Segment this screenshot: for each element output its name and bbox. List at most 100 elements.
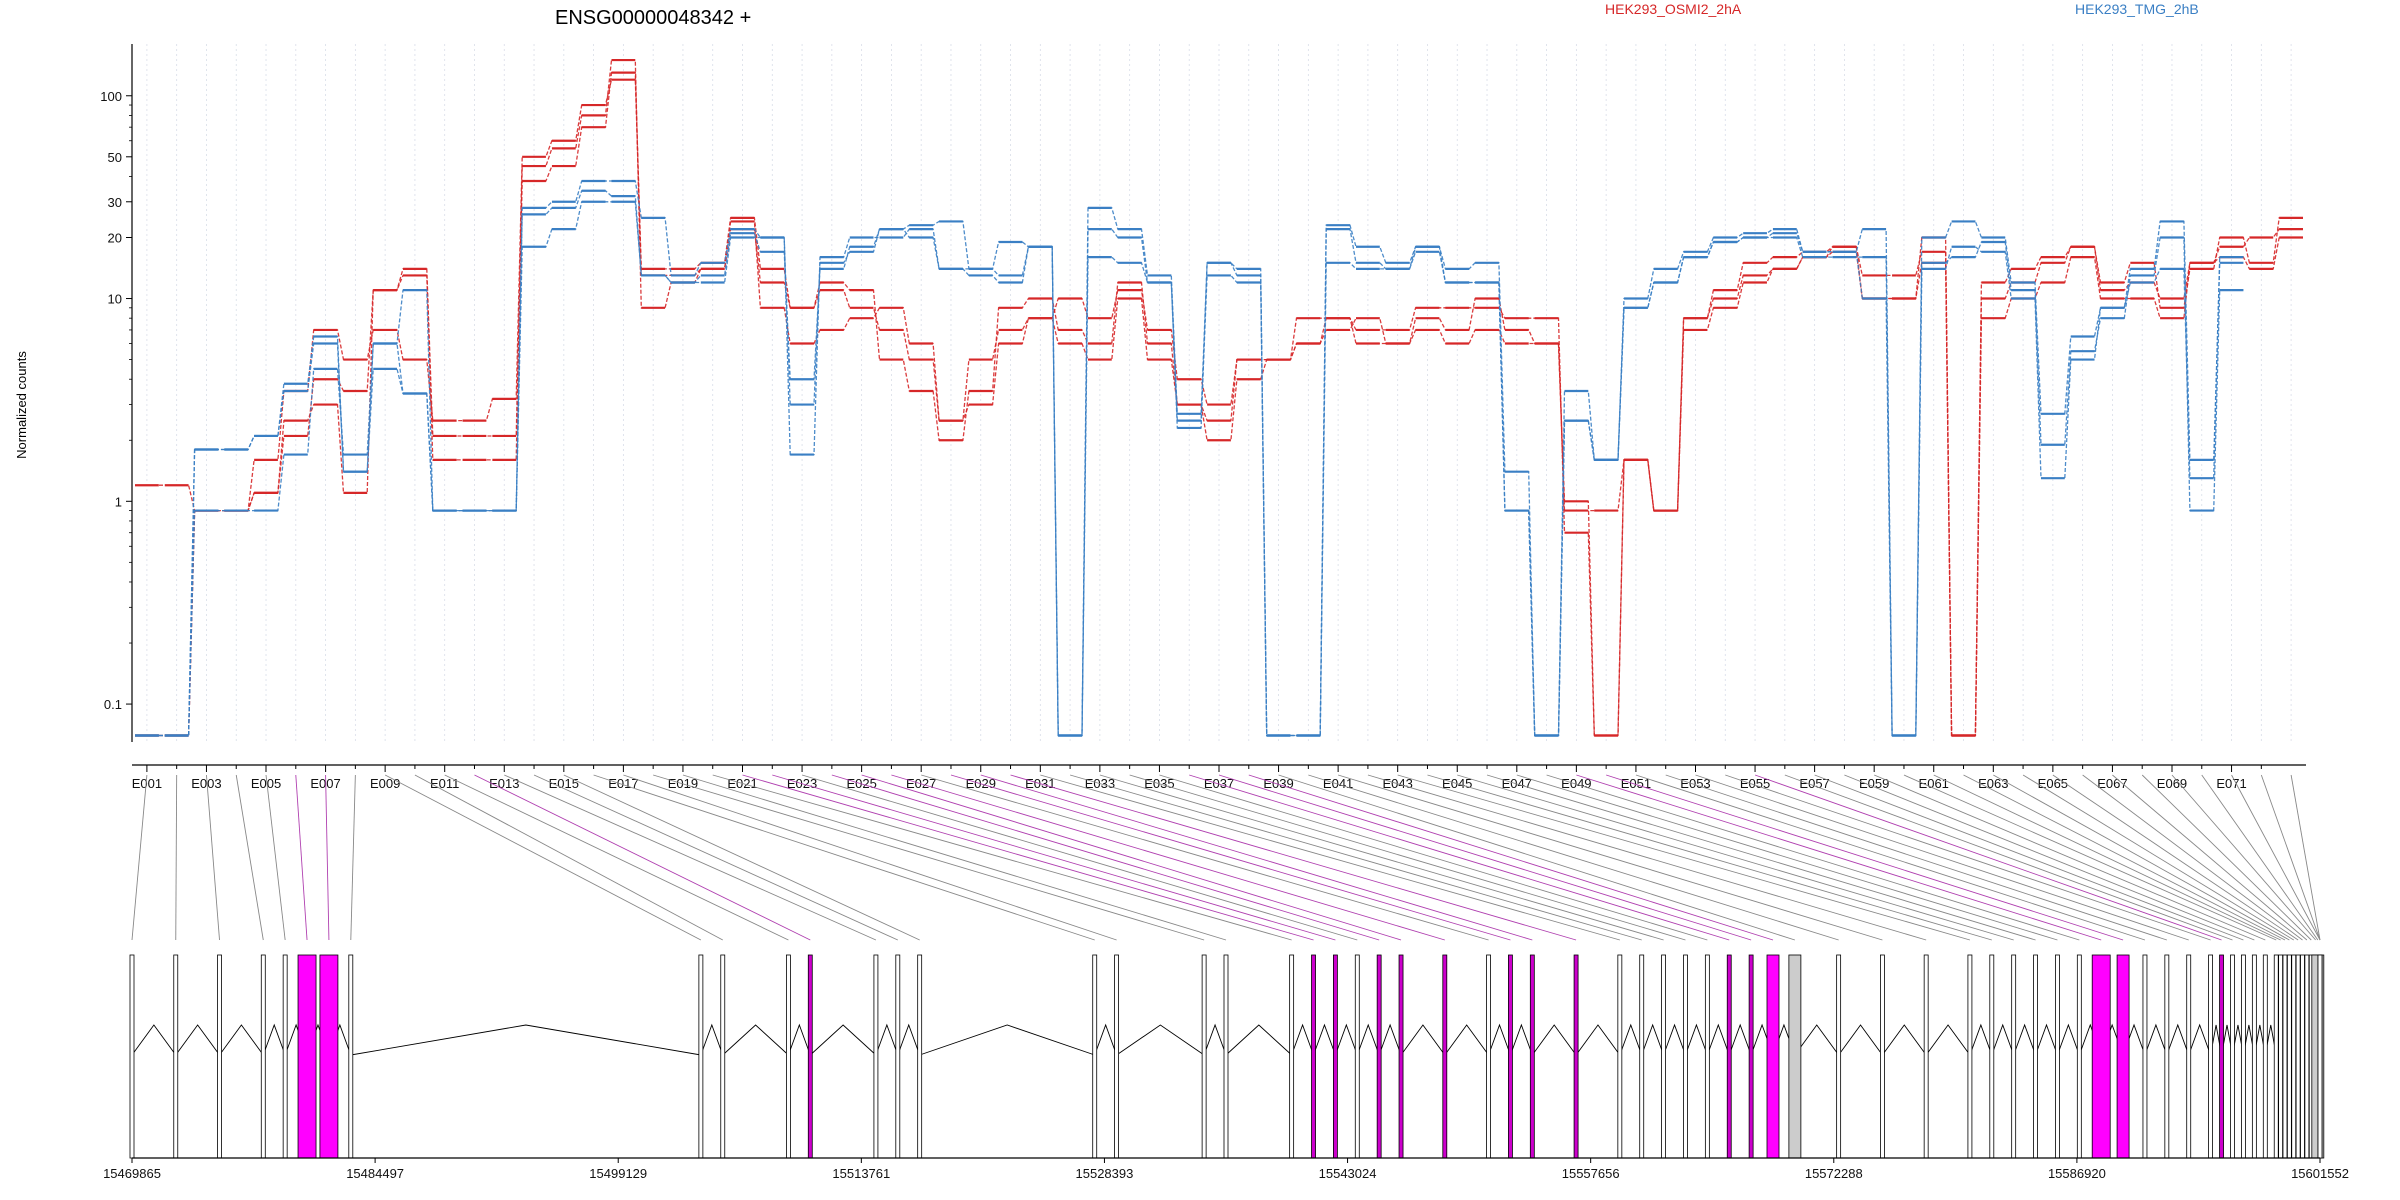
exon-box (217, 954, 222, 1159)
exon-label: E041 (1323, 776, 1353, 791)
connector (206, 774, 220, 941)
intron (1663, 1023, 1686, 1056)
exon-box (2219, 954, 2224, 1159)
connector (1576, 774, 2102, 941)
exon-box (2091, 954, 2111, 1159)
intron (1575, 1024, 1621, 1056)
exon-box (2186, 954, 2192, 1159)
exon-box (807, 954, 813, 1159)
genomic-tick-label: 15557656 (1562, 1166, 1620, 1181)
exon-box (1683, 954, 1688, 1159)
grid-lines (146, 44, 2292, 742)
connector (593, 774, 1095, 941)
exon-box (1661, 954, 1666, 1159)
exon-box (1967, 954, 1973, 1159)
exon-box (2230, 954, 2235, 1159)
intron (700, 1023, 724, 1056)
connector (1159, 774, 1708, 941)
connector (1427, 774, 1992, 941)
connector (1695, 774, 2189, 941)
intron (1400, 1024, 1446, 1056)
exon-box (2262, 954, 2268, 1159)
intron (1882, 1024, 1927, 1056)
connector (742, 774, 1314, 941)
connector (1665, 774, 2167, 941)
connector (2201, 774, 2319, 941)
exon-connectors (131, 774, 2321, 941)
intron (1094, 1023, 1118, 1056)
connector (414, 774, 723, 941)
intron (1531, 1024, 1577, 1056)
exon-box (2286, 954, 2292, 1159)
intron (875, 1023, 899, 1056)
exon-box (1529, 954, 1535, 1159)
connector (1129, 774, 1686, 941)
exon-box (282, 954, 288, 1159)
connector (350, 774, 356, 941)
connector (2171, 774, 2316, 941)
exon-label: E059 (1859, 776, 1889, 791)
exon-box (895, 954, 901, 1159)
y-ticks: 0.1 1 10 20 30 50 100 (100, 89, 132, 712)
exon-box (1617, 954, 1623, 1159)
intron (1116, 1024, 1205, 1056)
connector (1963, 774, 2286, 941)
exon-label: E067 (2097, 776, 2127, 791)
exon-box (2317, 954, 2323, 1159)
connector (921, 774, 1489, 941)
exon-label: E037 (1204, 776, 1234, 791)
exon-box (720, 954, 726, 1159)
genomic-tick-label: 15528393 (1076, 1166, 1134, 1181)
exon-box (1836, 954, 1842, 1159)
exon-label: E013 (489, 776, 519, 791)
exon-box (173, 954, 179, 1159)
connector (712, 774, 1292, 941)
connector (533, 774, 898, 941)
exon-label: E069 (2157, 776, 2187, 791)
connector (653, 774, 1205, 941)
intron (1685, 1023, 1708, 1056)
exon-box (1766, 954, 1780, 1159)
connector (1635, 774, 2146, 941)
connector (1933, 774, 2281, 941)
exon-label: E063 (1978, 776, 2008, 791)
intron (262, 1023, 286, 1056)
series-line-HEK293_TMG_2hB (135, 190, 2244, 737)
exon-box (2076, 954, 2082, 1159)
exon-box (2241, 954, 2246, 1159)
exon-label: E009 (370, 776, 400, 791)
exon-box (260, 954, 266, 1159)
intron (350, 1024, 701, 1056)
exon-box (1333, 954, 1338, 1159)
connector (2022, 774, 2294, 941)
intron (2013, 1023, 2036, 1056)
connector (1069, 774, 1642, 941)
intron (2188, 1023, 2212, 1056)
exon-label: E011 (430, 776, 459, 791)
intron (175, 1024, 220, 1056)
connector (2141, 774, 2312, 941)
gene-model (129, 954, 2325, 1159)
connector (504, 774, 877, 941)
exon-label: E065 (2038, 776, 2068, 791)
exon-label: E025 (846, 776, 876, 791)
series-line-HEK293_OSMI2_2hA (135, 79, 2303, 737)
genomic-tick-label: 15601552 (2291, 1166, 2349, 1181)
exon-box (1704, 954, 1710, 1159)
exon-box (873, 954, 879, 1159)
connector (1337, 774, 1883, 941)
intron (1356, 1023, 1380, 1056)
genomic-tick-label: 15572288 (1805, 1166, 1863, 1181)
exon-box (1354, 954, 1360, 1159)
y-tick-label: 30 (108, 195, 122, 210)
exon-box (786, 954, 791, 1159)
exon-box (2116, 954, 2130, 1159)
exon-box (698, 954, 704, 1159)
exon-label: E061 (1919, 776, 1949, 791)
intron (1925, 1024, 1971, 1056)
connector (1278, 774, 1796, 941)
legend-tmg: HEK293_TMG_2hB (2075, 1, 2199, 17)
intron (1991, 1023, 2015, 1056)
connector (1308, 774, 1839, 941)
intron (897, 1023, 921, 1056)
